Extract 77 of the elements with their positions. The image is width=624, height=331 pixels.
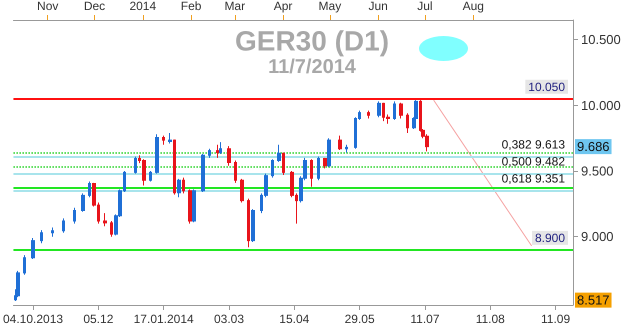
candlestick	[310, 158, 313, 188]
candlestick	[240, 178, 244, 204]
x-tick-label: 15.04	[279, 312, 310, 326]
candlestick	[173, 139, 176, 196]
annotation: 8.517	[577, 292, 610, 308]
ref-line-label: 0,500 9.482	[502, 154, 566, 169]
candlestick	[110, 220, 113, 238]
candlestick	[16, 270, 20, 298]
candlestick	[377, 100, 381, 118]
candlestick	[406, 112, 409, 134]
candlestick	[51, 227, 54, 238]
x2-tick-label: Aug	[462, 0, 484, 13]
ref-line-label: 0,618 9.351	[502, 172, 566, 186]
candlestick	[88, 181, 91, 198]
y-tick-label: 9.500	[581, 164, 614, 179]
candlestick	[219, 142, 222, 154]
x2-tick-label: Mar	[224, 0, 246, 13]
candlestick	[234, 160, 237, 184]
x-tick-label: 11.07	[410, 312, 440, 326]
x2-tick-label: Nov	[37, 0, 58, 13]
annotation: 9.686	[577, 139, 610, 154]
candlestick	[73, 207, 76, 224]
candlestick	[227, 146, 231, 166]
candlestick	[247, 198, 250, 248]
candlestick	[327, 138, 331, 168]
ref-line-label: 10.050	[528, 80, 566, 94]
x2-tick-label: Feb	[180, 0, 202, 13]
candlestick	[155, 134, 159, 174]
candlestick	[323, 157, 327, 169]
ref-line-label: 0,382 9.613	[502, 138, 566, 152]
x-tick-label: 17.01.2014	[134, 312, 194, 326]
candlestick	[103, 212, 107, 227]
y-tick-label: 9.000	[581, 229, 614, 244]
candlestick	[177, 178, 181, 198]
candlestick	[367, 110, 370, 119]
candlestick	[149, 170, 152, 182]
candlestick	[182, 177, 185, 194]
candlestick	[81, 192, 85, 212]
x2-tick-label: Jun	[368, 0, 388, 13]
candlestick	[142, 158, 146, 186]
candlestick	[168, 132, 172, 144]
candlestick	[134, 156, 137, 174]
x2-tick-label: Jul	[417, 0, 433, 13]
candlestick	[282, 152, 285, 176]
chart-title: GER30 (D1)	[234, 26, 390, 56]
candlestick	[201, 153, 205, 193]
x2-tick-label: Apr	[274, 0, 292, 13]
candlestick	[31, 238, 35, 260]
x2-tick-label: 2014	[129, 0, 156, 13]
ref-line-label: 8.900	[534, 230, 566, 245]
candlestick	[345, 144, 348, 154]
candlestick	[338, 135, 342, 151]
candlestick	[23, 254, 26, 276]
candlestick	[271, 158, 274, 178]
candlestick	[188, 188, 192, 224]
x2-tick-label: May	[318, 0, 342, 13]
candlestick	[40, 230, 43, 244]
x-tick-label: 11.08	[476, 312, 506, 326]
candlestick	[399, 102, 403, 119]
x-tick-label: 05.12	[83, 312, 114, 326]
y-tick-label: 10.000	[581, 98, 621, 113]
candlestick	[192, 188, 196, 223]
x-tick-label: 11.09	[541, 312, 570, 326]
candlestick	[62, 218, 65, 234]
candlestick	[251, 208, 255, 242]
x-tick-label: 04.10.2013	[3, 312, 64, 326]
candlestick	[208, 148, 211, 158]
candlestick	[162, 135, 165, 146]
x-tick-label: 03.03	[214, 312, 244, 326]
text: 11/7/2014	[268, 56, 357, 78]
candlestick	[277, 144, 281, 162]
candlestick	[216, 144, 220, 158]
candlestick	[393, 100, 396, 120]
y-tick-label: 10.500	[581, 32, 621, 48]
x-tick-label: 29.05	[344, 312, 375, 326]
x2-tick-label: Dec	[84, 0, 106, 13]
candlestick	[317, 156, 320, 181]
